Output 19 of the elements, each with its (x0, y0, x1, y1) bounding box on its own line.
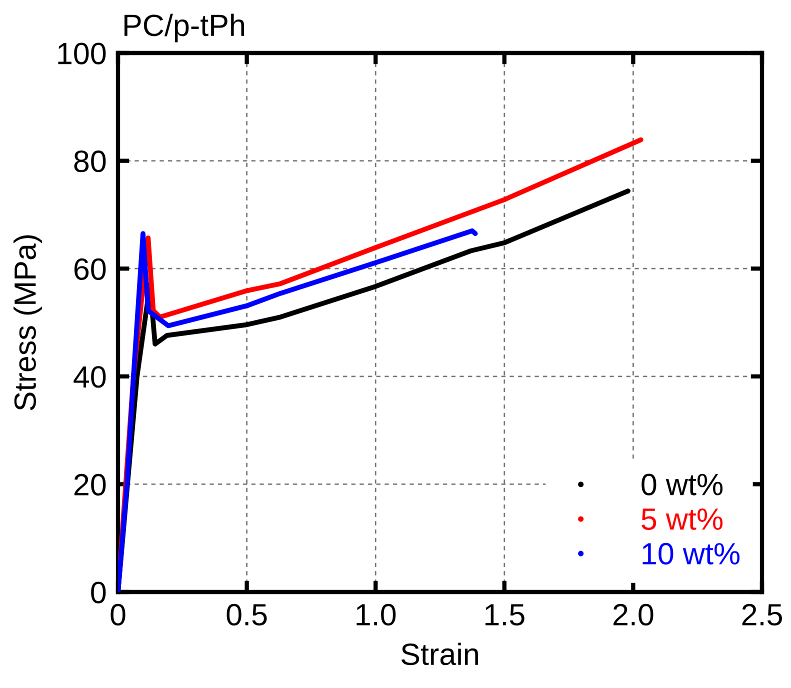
x-axis-title: Strain (401, 642, 478, 666)
y-tick-label: 80 (74, 150, 106, 172)
y-axis-title: Stress (MPa) (14, 235, 42, 410)
y-tick-label: 40 (74, 366, 106, 388)
legend-label: 5 wt% (642, 508, 723, 530)
x-tick-label: 2.5 (742, 604, 782, 626)
x-tick-label: 2.0 (614, 604, 654, 626)
y-tick-label: 60 (74, 258, 106, 280)
x-tick-label: 1.0 (356, 604, 396, 626)
legend-label: 0 wt% (642, 474, 723, 496)
y-tick-label: 100 (58, 42, 106, 64)
y-tick-label: 20 (74, 474, 106, 496)
line-series (118, 228, 478, 592)
y-tick-label: 0 (91, 582, 106, 604)
legend-label: 10 wt% (642, 542, 740, 565)
x-tick-label: 1.5 (485, 604, 524, 626)
x-tick-label: 0 (110, 604, 126, 626)
x-tick-label: 0.5 (226, 604, 267, 626)
chart-title: PC/p-tPh (124, 14, 244, 42)
